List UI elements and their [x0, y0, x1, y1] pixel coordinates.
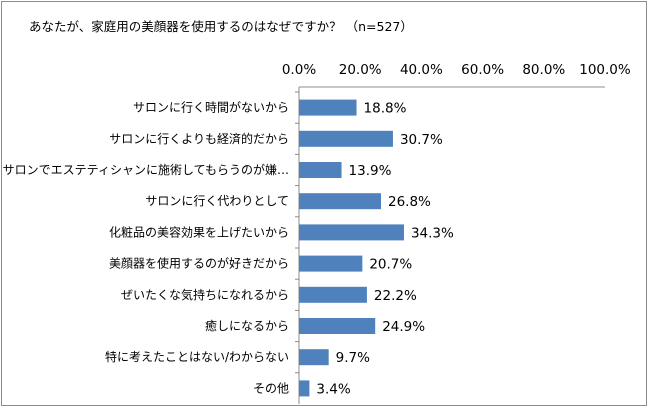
bar — [299, 130, 393, 147]
x-tick-label: 40.0% — [400, 62, 443, 78]
bar — [299, 224, 404, 241]
x-tick-label: 80.0% — [522, 62, 565, 78]
value-label: 18.8% — [364, 101, 407, 117]
x-tick-label: 100.0% — [579, 62, 631, 78]
value-label: 9.7% — [336, 350, 370, 366]
value-label: 30.7% — [400, 132, 443, 148]
bar — [299, 318, 376, 334]
category-label: ぜいたくな気持ちになれるから — [121, 287, 289, 302]
x-tick-label: 20.0% — [339, 62, 382, 78]
x-tick-label: 0.0% — [282, 62, 316, 78]
bar — [299, 349, 329, 366]
bars — [299, 99, 404, 397]
category-label: サロンでエステティシャンに施術してもらうのが嫌… — [3, 162, 289, 177]
bar — [299, 286, 367, 303]
category-label: 美顔器を使用するのが好きだから — [109, 256, 289, 271]
x-axis-ticks: 0.0% 20.0% 40.0% 60.0% 80.0% 100.0% — [282, 62, 631, 78]
value-label: 22.2% — [374, 288, 417, 304]
category-labels: サロンに行く時間がないからサロンに行くよりも経済的だからサロンでエステティシャン… — [3, 100, 289, 396]
category-label: その他 — [253, 381, 289, 395]
category-label: 化粧品の美容効果を上げたいから — [109, 224, 289, 239]
category-label: サロンに行く時間がないから — [133, 100, 289, 115]
value-label: 3.4% — [316, 381, 350, 397]
category-label: 特に考えたことはない/わからない — [105, 349, 289, 364]
category-label: サロンに行くよりも経済的だから — [109, 131, 289, 146]
category-label: サロンに行く代わりとして — [145, 194, 289, 208]
bar — [299, 380, 310, 397]
x-tick-label: 60.0% — [461, 62, 504, 78]
value-label: 34.3% — [411, 225, 454, 241]
bar — [299, 162, 342, 178]
value-label: 20.7% — [369, 257, 412, 273]
category-label: 癒しになるから — [205, 318, 289, 333]
value-label: 24.9% — [382, 319, 425, 335]
value-labels: 18.8% 30.7% 13.9% 26.8% 34.3% 20.7% 22.2% 24.9%… — [316, 101, 454, 398]
bar — [299, 255, 363, 272]
value-label: 13.9% — [349, 163, 392, 179]
value-label: 26.8% — [388, 194, 431, 210]
bar — [299, 193, 382, 210]
chart-title: あなたが、家庭用の美顔器を使用するのはなぜですか？ （n=527） — [29, 19, 413, 34]
bar — [299, 99, 357, 116]
